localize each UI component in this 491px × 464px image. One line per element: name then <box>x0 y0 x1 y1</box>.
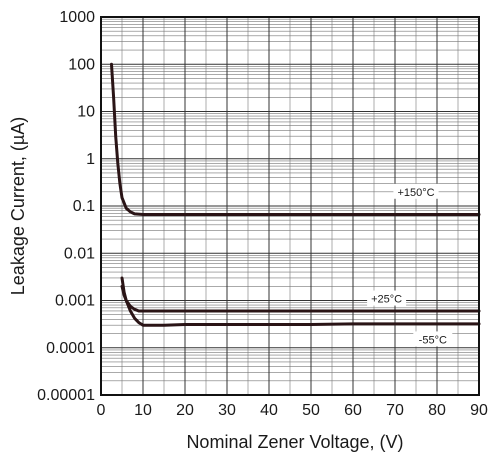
x-tick-label: 30 <box>218 402 236 419</box>
series-label-3: -55°C <box>419 334 447 346</box>
series-line-1 <box>110 62 481 216</box>
series-layer: +150°C +25°C -55°C <box>110 62 481 347</box>
x-tick-label: 60 <box>344 402 362 419</box>
x-tick-label: 50 <box>302 402 320 419</box>
y-tick-label: 0.01 <box>64 245 95 262</box>
series-label-bg-2 <box>367 290 407 306</box>
y-axis: 0.00001 0.0001 0.001 0.01 0.1 1 10 100 1000 <box>37 9 95 404</box>
x-axis-label: Nominal Zener Voltage, (V) <box>186 432 403 452</box>
x-tick-label: 90 <box>470 402 488 419</box>
series-line-3 <box>120 276 481 327</box>
x-axis: 0 10 20 30 40 50 60 70 80 90 <box>97 402 488 419</box>
y-tick-label: 0.001 <box>55 293 95 310</box>
plot-frame <box>100 16 480 396</box>
y-tick-label: 1000 <box>59 9 95 26</box>
y-tick-label: 0.0001 <box>46 340 95 357</box>
y-tick-label: 0.00001 <box>37 387 95 404</box>
series-label-2: +25°C <box>371 294 402 306</box>
x-tick-label: 0 <box>97 402 106 419</box>
x-tick-label: 40 <box>260 402 278 419</box>
y-tick-label: 0.1 <box>73 198 95 215</box>
x-tick-label: 10 <box>134 402 152 419</box>
x-tick-label: 80 <box>428 402 446 419</box>
y-tick-label: 10 <box>77 104 95 121</box>
y-axis-label: Leakage Current, (µA) <box>8 117 28 295</box>
series-label-bg-3 <box>413 331 453 347</box>
minor-gridlines <box>101 17 479 395</box>
x-tick-label: 20 <box>176 402 194 419</box>
series-label-1: +150°C <box>397 187 434 199</box>
x-tick-label: 70 <box>386 402 404 419</box>
series-label-bg-1 <box>393 183 439 199</box>
y-tick-label: 1 <box>86 151 95 168</box>
y-tick-label: 100 <box>68 56 95 73</box>
